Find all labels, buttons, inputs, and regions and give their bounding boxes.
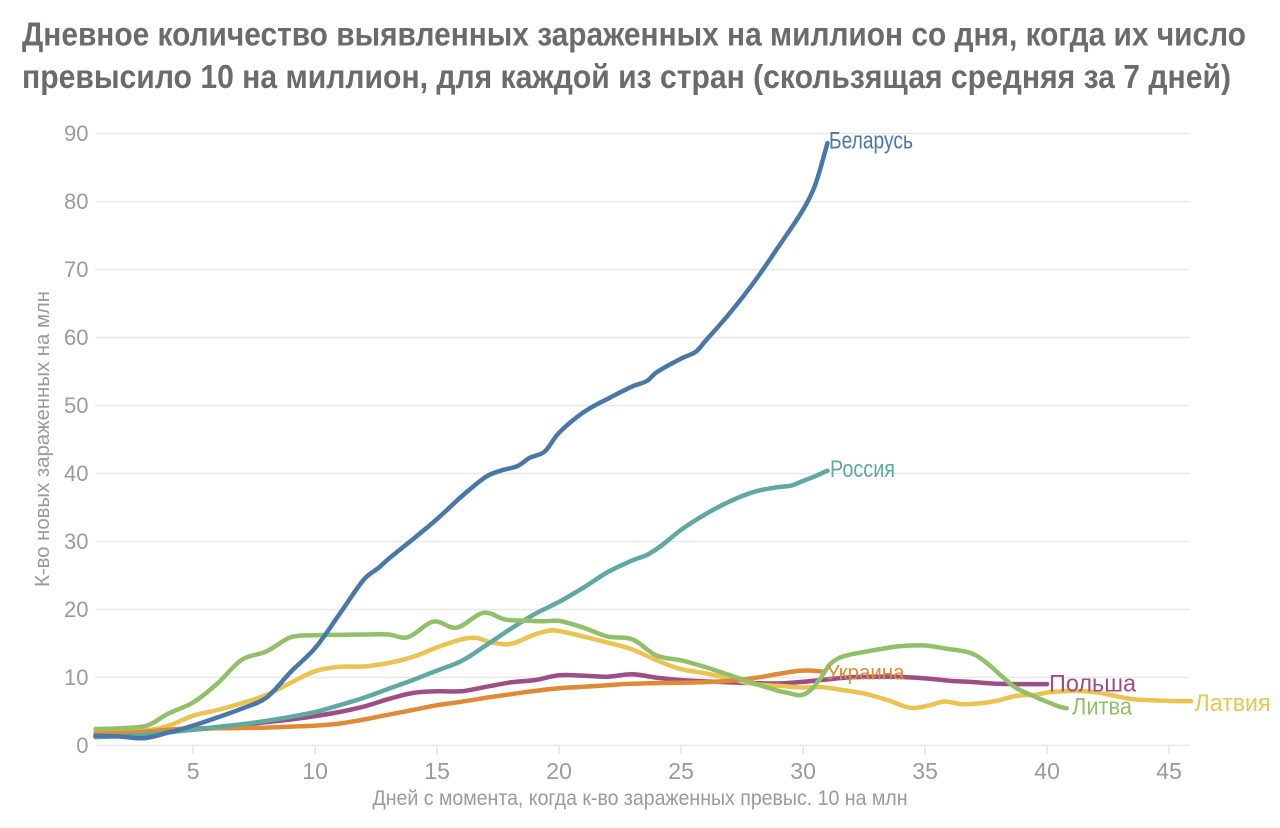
svg-text:Беларусь: Беларусь	[829, 128, 913, 155]
svg-text:70: 70	[64, 257, 88, 282]
svg-text:Литва: Литва	[1072, 694, 1133, 721]
svg-text:30: 30	[790, 758, 816, 784]
svg-text:90: 90	[64, 121, 88, 146]
svg-text:45: 45	[1156, 758, 1182, 784]
svg-text:5: 5	[187, 758, 200, 784]
svg-text:Латвия: Латвия	[1195, 690, 1271, 717]
svg-text:50: 50	[64, 393, 88, 418]
svg-text:80: 80	[64, 189, 88, 214]
svg-text:10: 10	[302, 758, 328, 784]
svg-text:превысило 10 на миллион, для к: превысило 10 на миллион, для каждой из с…	[22, 58, 1231, 95]
svg-text:60: 60	[64, 325, 88, 350]
svg-text:15: 15	[424, 758, 450, 784]
svg-text:20: 20	[64, 597, 88, 622]
svg-text:Украина: Украина	[827, 662, 905, 685]
svg-text:40: 40	[1034, 758, 1060, 784]
svg-text:40: 40	[64, 461, 88, 486]
svg-text:20: 20	[546, 758, 572, 784]
svg-text:Россия: Россия	[830, 456, 895, 483]
svg-text:35: 35	[912, 758, 938, 784]
svg-text:К-во новых зараженных на млн: К-во новых зараженных на млн	[32, 291, 54, 587]
svg-text:30: 30	[64, 529, 88, 554]
svg-text:10: 10	[64, 665, 88, 690]
svg-text:Дней с момента, когда к-во зар: Дней с момента, когда к-во зараженных пр…	[373, 787, 908, 810]
svg-text:Дневное количество выявленных: Дневное количество выявленных зараженных…	[22, 16, 1246, 53]
svg-text:Польша: Польша	[1049, 671, 1137, 698]
svg-text:25: 25	[668, 758, 694, 784]
svg-text:0: 0	[76, 733, 88, 758]
